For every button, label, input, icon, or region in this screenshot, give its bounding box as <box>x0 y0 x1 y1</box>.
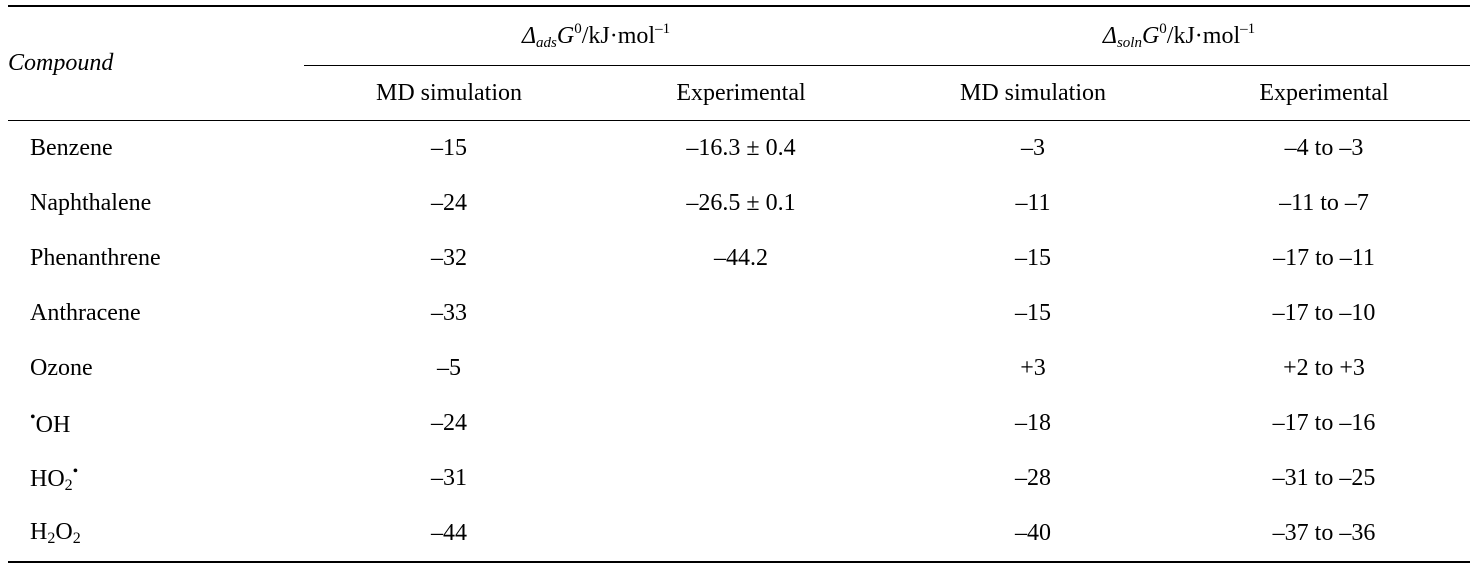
formula-subscript: 2 <box>72 530 81 547</box>
subheader-ads-md: MD simulation <box>304 65 594 121</box>
ads-exp-value <box>594 341 888 396</box>
soln-exp-value: +2 to +3 <box>1283 355 1365 381</box>
radical-dot: • <box>30 408 36 426</box>
soln-exp-value: –11 to –7 <box>1279 190 1369 216</box>
ads-exp-value <box>594 506 888 563</box>
subheader-soln-exp: Experimental <box>1178 65 1470 121</box>
ads-exp-value: –16.3 ± 0.4 <box>686 135 796 161</box>
delta-symbol: Δ <box>521 22 537 49</box>
compound-name: H2O2 <box>8 506 304 563</box>
compound-name: Ozone <box>30 355 93 381</box>
formula-text: O <box>55 519 73 545</box>
table-body: Benzene –15 –16.3 ± 0.4 –3 –4 to –3 Naph… <box>8 121 1470 563</box>
soln-exp-value: –4 to –3 <box>1284 135 1364 161</box>
radical-dot: • <box>72 462 79 480</box>
soln-exp-value: –17 to –11 <box>1273 245 1375 271</box>
delta-symbol: Δ <box>1102 22 1117 49</box>
subheader-ads-exp: Experimental <box>594 65 888 121</box>
soln-exp-value: –31 to –25 <box>1272 465 1376 491</box>
soln-subscript: soln <box>1116 34 1142 51</box>
unit-exponent: –1 <box>655 20 671 37</box>
standard-superscript: 0 <box>574 20 582 37</box>
compound-name: HO2• <box>8 451 304 506</box>
table-header: Compound ΔadsG0/kJ·mol–1 ΔsolnG0/kJ·mol–… <box>8 5 1470 121</box>
soln-md-value: –18 <box>1015 410 1051 436</box>
formula-text: HO <box>30 465 65 492</box>
ads-exp-value: –26.5 ± 0.1 <box>686 190 796 216</box>
table-row: HO2• –31 –28 –31 to –25 <box>8 451 1470 506</box>
ads-exp-value <box>594 451 888 506</box>
formula-subscript: 2 <box>64 476 73 494</box>
ads-exp-value: –44.2 <box>714 245 768 271</box>
ads-md-value: –24 <box>431 190 467 216</box>
ads-subscript: ads <box>536 34 557 51</box>
ads-md-value: –31 <box>431 465 467 491</box>
header-group-adsorption: ΔadsG0/kJ·mol–1 <box>304 5 888 66</box>
soln-exp-value: –17 to –10 <box>1272 300 1376 326</box>
header-group-solvation: ΔsolnG0/kJ·mol–1 <box>888 5 1470 66</box>
gibbs-variable: G <box>1141 22 1160 49</box>
standard-superscript: 0 <box>1159 20 1167 37</box>
ads-md-value: –5 <box>437 355 461 381</box>
soln-exp-value: –37 to –36 <box>1178 506 1470 563</box>
compound-name: Anthracene <box>30 300 141 326</box>
unit-text: /kJ·mol <box>1166 22 1241 49</box>
soln-md-value: +3 <box>1020 355 1046 381</box>
table-row: •OH –24 –18 –17 to –16 <box>8 396 1470 451</box>
table-row: Anthracene –33 –15 –17 to –10 <box>8 286 1470 341</box>
ads-exp-value <box>594 396 888 451</box>
formula-text: H <box>30 519 48 545</box>
table-row: Ozone –5 +3 +2 to +3 <box>8 341 1470 396</box>
ads-md-value: –44 <box>304 506 594 563</box>
unit-exponent: –1 <box>1240 20 1256 37</box>
gibbs-variable: G <box>556 22 575 49</box>
table-row: Benzene –15 –16.3 ± 0.4 –3 –4 to –3 <box>8 121 1470 177</box>
soln-md-value: –11 <box>1015 190 1051 216</box>
ads-md-value: –32 <box>431 245 467 271</box>
formula-text: OH <box>35 411 71 438</box>
table-row: H2O2 –44 –40 –37 to –36 <box>8 506 1470 563</box>
unit-text: /kJ·mol <box>581 22 656 49</box>
soln-md-value: –28 <box>1015 465 1051 491</box>
soln-md-value: –3 <box>1021 135 1045 161</box>
soln-exp-value: –17 to –16 <box>1272 410 1376 436</box>
soln-md-value: –15 <box>1015 300 1051 326</box>
ads-exp-value <box>594 286 888 341</box>
compound-name: •OH <box>8 396 304 451</box>
soln-md-value: –40 <box>888 506 1178 563</box>
header-compound: Compound <box>8 5 304 121</box>
ads-md-value: –15 <box>431 135 467 161</box>
ads-md-value: –24 <box>431 410 467 436</box>
table-row: Naphthalene –24 –26.5 ± 0.1 –11 –11 to –… <box>8 176 1470 231</box>
soln-md-value: –15 <box>1015 245 1051 271</box>
compound-name: Phenanthrene <box>30 245 161 271</box>
compound-name: Benzene <box>30 135 113 161</box>
subheader-soln-md: MD simulation <box>888 65 1178 121</box>
table-row: Phenanthrene –32 –44.2 –15 –17 to –11 <box>8 231 1470 286</box>
data-table: Compound ΔadsG0/kJ·mol–1 ΔsolnG0/kJ·mol–… <box>8 5 1470 563</box>
formula-subscript: 2 <box>47 530 56 547</box>
compound-name: Naphthalene <box>30 190 152 216</box>
ads-md-value: –33 <box>431 300 467 326</box>
